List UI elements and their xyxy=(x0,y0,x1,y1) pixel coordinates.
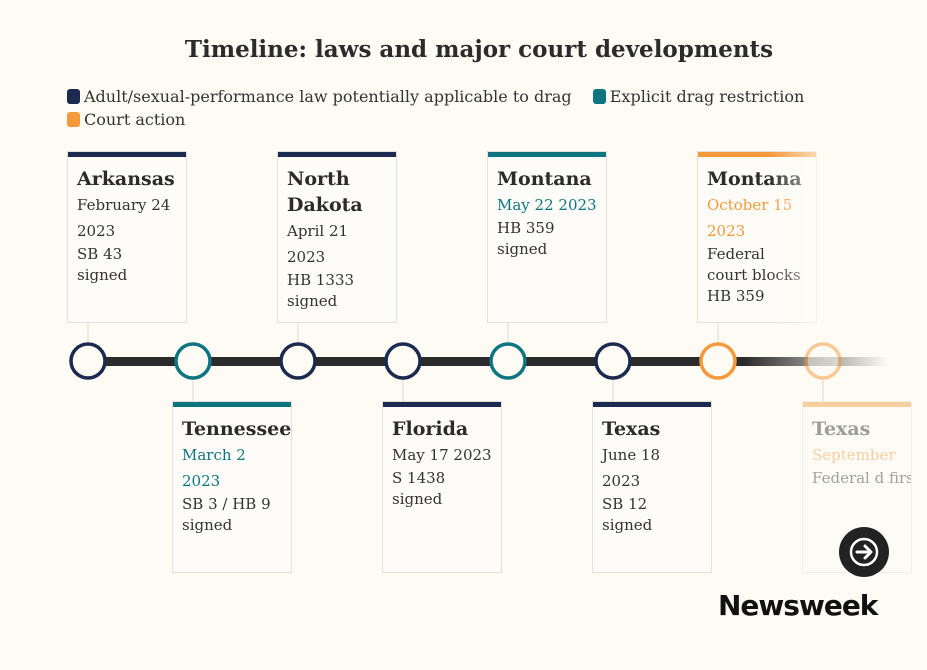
event-state: Florida xyxy=(392,418,469,440)
event-card[interactable]: Montana May 22 2023 HB 359 signed xyxy=(487,151,607,323)
event-date: April 21 2023 xyxy=(287,222,349,266)
legend-item-court: Court action xyxy=(67,108,185,131)
event-date: February 24 2023 xyxy=(77,196,171,240)
event-state: North Dakota xyxy=(287,168,363,216)
legend: Adult/sexual-performance law potentially… xyxy=(67,85,827,131)
legend-swatch-adult xyxy=(67,89,80,104)
timeline-node[interactable] xyxy=(384,342,422,380)
legend-label-drag: Explicit drag restriction xyxy=(609,87,805,106)
legend-swatch-drag xyxy=(592,89,606,104)
timeline-node[interactable] xyxy=(279,342,317,380)
event-card[interactable]: Montana October 15 2023 Federal court bloc… xyxy=(697,151,817,323)
event-description: Federal court blocks HB 359 xyxy=(707,245,801,305)
legend-label-court: Court action xyxy=(84,110,186,129)
event-card-accent xyxy=(278,152,396,157)
event-card-accent xyxy=(593,402,711,407)
chart-title: Timeline: laws and major court developme… xyxy=(184,36,774,63)
event-card-accent xyxy=(173,402,291,407)
event-state: Texas xyxy=(602,418,661,440)
event-date: May 22 2023 xyxy=(497,196,597,214)
event-card-accent xyxy=(698,152,816,157)
event-card[interactable]: Texas September Federal d first rules unco… xyxy=(802,401,912,573)
arrow-right-icon xyxy=(849,537,879,567)
timeline-node[interactable] xyxy=(69,342,107,380)
next-button[interactable] xyxy=(839,527,889,577)
event-date: June 18 2023 xyxy=(602,446,661,490)
event-state: Texas xyxy=(812,418,871,440)
event-description: HB 359 signed xyxy=(497,219,555,258)
timeline-line xyxy=(88,357,888,366)
newsweek-logo: Newsweek xyxy=(718,589,878,622)
timeline-node[interactable] xyxy=(804,342,842,380)
timeline-node[interactable] xyxy=(699,342,737,380)
event-date: May 17 2023 xyxy=(392,446,492,464)
event-card-accent xyxy=(488,152,606,157)
event-card[interactable]: Arkansas February 24 2023 SB 43 signed xyxy=(67,151,187,323)
event-state: Montana xyxy=(497,168,592,190)
timeline-node[interactable] xyxy=(594,342,632,380)
event-card[interactable]: Texas June 18 2023 SB 12 signed xyxy=(592,401,712,573)
event-state: Tennessee xyxy=(182,418,292,440)
event-description: SB 12 signed xyxy=(602,495,653,534)
timeline-node[interactable] xyxy=(174,342,212,380)
event-date: March 2 2023 xyxy=(182,446,246,490)
event-date: October 15 2023 xyxy=(707,196,793,240)
legend-item-adult: Adult/sexual-performance law potentially… xyxy=(67,85,572,108)
legend-swatch-court xyxy=(67,112,80,127)
legend-item-drag: Explicit drag restriction xyxy=(592,85,805,108)
event-description: Federal d first rules unconstit xyxy=(812,469,911,487)
event-date: September xyxy=(812,446,896,464)
event-card[interactable]: Florida May 17 2023 S 1438 signed xyxy=(382,401,502,573)
event-card-accent xyxy=(803,402,911,407)
event-description: SB 3 / HB 9 signed xyxy=(182,495,271,534)
legend-label-adult: Adult/sexual-performance law potentially… xyxy=(84,87,572,106)
event-card-accent xyxy=(68,152,186,157)
event-card[interactable]: Tennessee March 2 2023 SB 3 / HB 9 signed xyxy=(172,401,292,573)
event-description: S 1438 signed xyxy=(392,469,446,508)
event-state: Montana xyxy=(707,168,802,190)
timeline-node[interactable] xyxy=(489,342,527,380)
event-description: SB 43 signed xyxy=(77,245,128,284)
event-state: Arkansas xyxy=(77,168,175,190)
event-card-accent xyxy=(383,402,501,407)
event-card[interactable]: North Dakota April 21 2023 HB 1333 signed xyxy=(277,151,397,323)
event-description: HB 1333 signed xyxy=(287,271,355,310)
